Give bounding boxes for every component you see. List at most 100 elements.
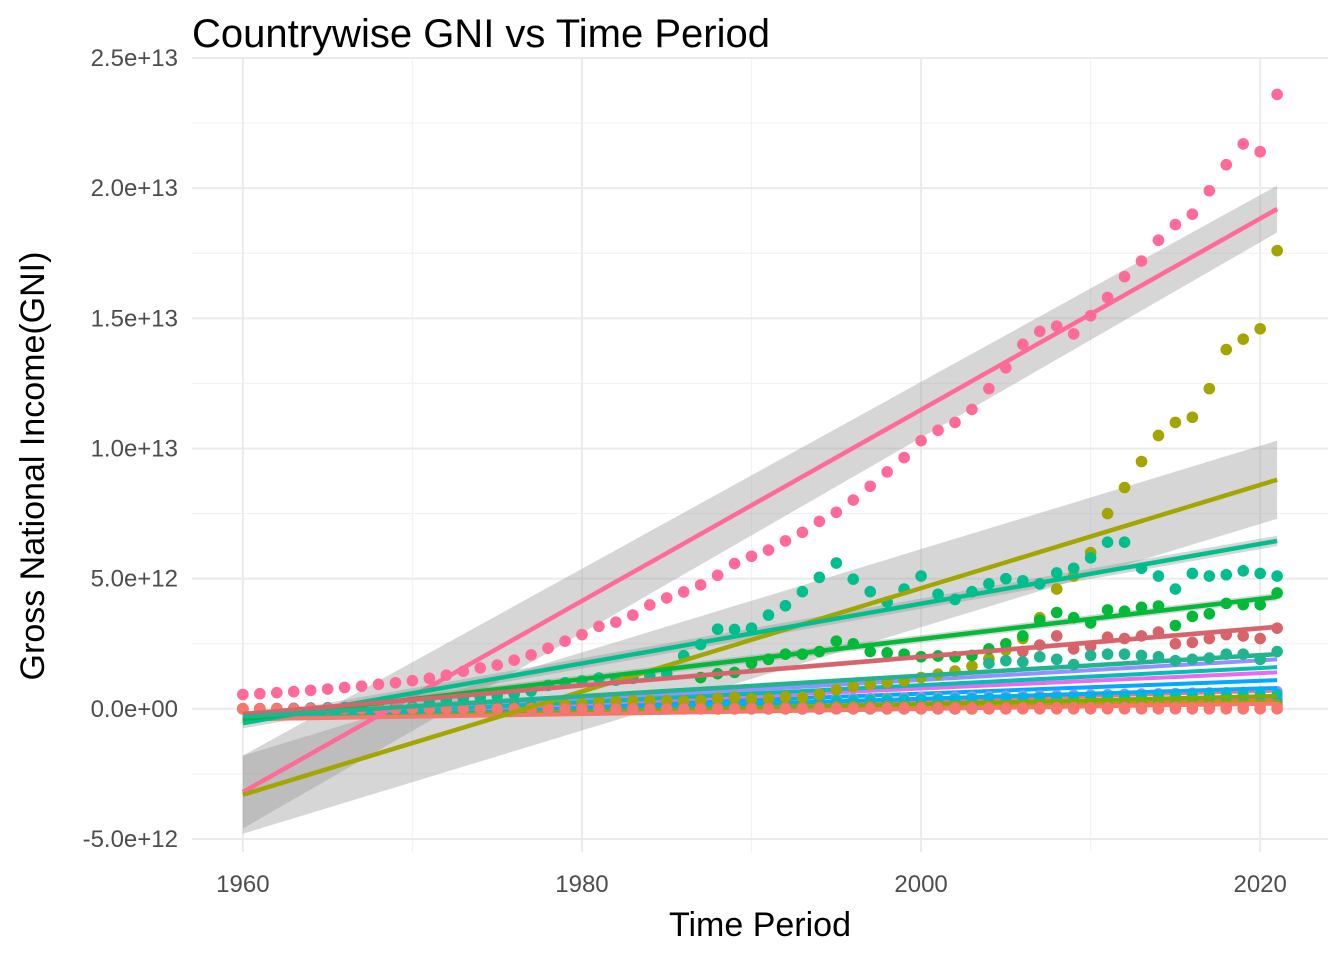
data-point — [1101, 507, 1114, 520]
data-point — [1254, 598, 1266, 611]
data-point — [1000, 572, 1012, 585]
data-point — [1017, 703, 1029, 715]
data-point — [457, 703, 470, 715]
data-point — [847, 703, 860, 715]
x-axis-title: Time Period — [669, 906, 851, 944]
y-tick-label: 1.5e+13 — [91, 305, 178, 332]
data-point — [898, 451, 910, 464]
y-axis-title: Gross National Income(GNI) — [14, 252, 52, 681]
data-point — [847, 494, 860, 506]
data-point — [779, 691, 792, 703]
data-point — [983, 703, 995, 715]
data-point — [1050, 703, 1063, 715]
data-point — [864, 678, 877, 690]
data-point — [593, 703, 605, 715]
data-point — [949, 703, 961, 715]
data-point — [1033, 703, 1046, 715]
data-point — [576, 703, 588, 715]
data-point — [389, 676, 402, 689]
data-point — [474, 703, 487, 715]
data-point — [627, 703, 639, 715]
data-point — [983, 382, 995, 395]
x-tick-label: 2000 — [894, 871, 947, 898]
data-point — [711, 703, 724, 715]
data-point — [813, 703, 826, 715]
x-axis-ticks: 1960 1980 2000 2020 — [216, 871, 1287, 898]
data-point — [1186, 208, 1199, 220]
data-point — [847, 573, 860, 585]
data-point — [1186, 703, 1199, 715]
data-point — [1203, 184, 1216, 197]
data-point — [559, 703, 571, 715]
data-point — [983, 578, 995, 590]
x-tick-label: 2020 — [1233, 871, 1286, 898]
data-point — [237, 688, 249, 701]
data-point — [762, 609, 775, 621]
data-point — [1067, 703, 1080, 715]
data-point — [898, 703, 910, 715]
data-point — [1152, 429, 1165, 442]
data-point — [287, 685, 300, 698]
data-point — [1000, 637, 1012, 650]
data-point — [864, 703, 877, 715]
data-point — [660, 703, 673, 715]
data-point — [745, 550, 758, 563]
data-point — [1169, 637, 1182, 650]
data-point — [1135, 255, 1148, 267]
data-point — [643, 694, 656, 707]
data-point — [1254, 322, 1266, 335]
data-point — [1135, 649, 1148, 662]
data-point — [1033, 650, 1046, 663]
data-point — [1135, 703, 1148, 715]
data-point — [1050, 567, 1063, 579]
data-point — [694, 703, 707, 715]
data-point — [779, 535, 792, 547]
data-point — [1067, 562, 1080, 575]
data-point — [728, 703, 741, 715]
data-point — [254, 687, 266, 700]
data-point — [728, 623, 741, 636]
data-point — [762, 692, 775, 705]
data-point — [593, 620, 605, 633]
data-point — [643, 703, 656, 715]
data-point — [1203, 570, 1216, 582]
data-point — [1050, 606, 1063, 619]
data-point — [1186, 411, 1199, 424]
data-point — [1101, 648, 1114, 660]
trend-line — [242, 538, 1278, 726]
data-point — [1271, 88, 1283, 101]
data-point — [915, 703, 927, 715]
data-point — [932, 588, 944, 601]
data-point — [1186, 567, 1199, 580]
data-point — [813, 571, 826, 584]
data-point — [610, 703, 622, 715]
data-point — [559, 635, 571, 647]
data-point — [864, 645, 877, 658]
data-point — [338, 681, 351, 694]
data-point — [915, 570, 927, 582]
data-point — [677, 703, 690, 715]
x-tick-label: 1980 — [555, 871, 608, 898]
data-point — [796, 526, 809, 539]
data-point — [1000, 654, 1012, 667]
data-point — [1152, 570, 1165, 582]
data-point — [1135, 455, 1148, 468]
data-point — [1101, 536, 1114, 549]
y-tick-label: -5.0e+12 — [83, 826, 178, 853]
data-point — [1152, 234, 1165, 247]
data-point — [423, 672, 436, 685]
data-point — [1220, 158, 1233, 171]
data-point — [932, 703, 944, 715]
data-point — [1084, 703, 1097, 715]
data-point — [847, 680, 860, 693]
data-point — [830, 557, 843, 569]
data-point — [660, 592, 673, 604]
data-point — [1118, 703, 1131, 715]
y-tick-label: 1.0e+13 — [91, 435, 178, 462]
data-point — [1220, 343, 1233, 356]
data-point — [1118, 270, 1131, 283]
data-point — [1017, 338, 1029, 351]
data-point — [1169, 218, 1182, 231]
data-point — [796, 703, 809, 715]
data-point — [1237, 565, 1250, 577]
